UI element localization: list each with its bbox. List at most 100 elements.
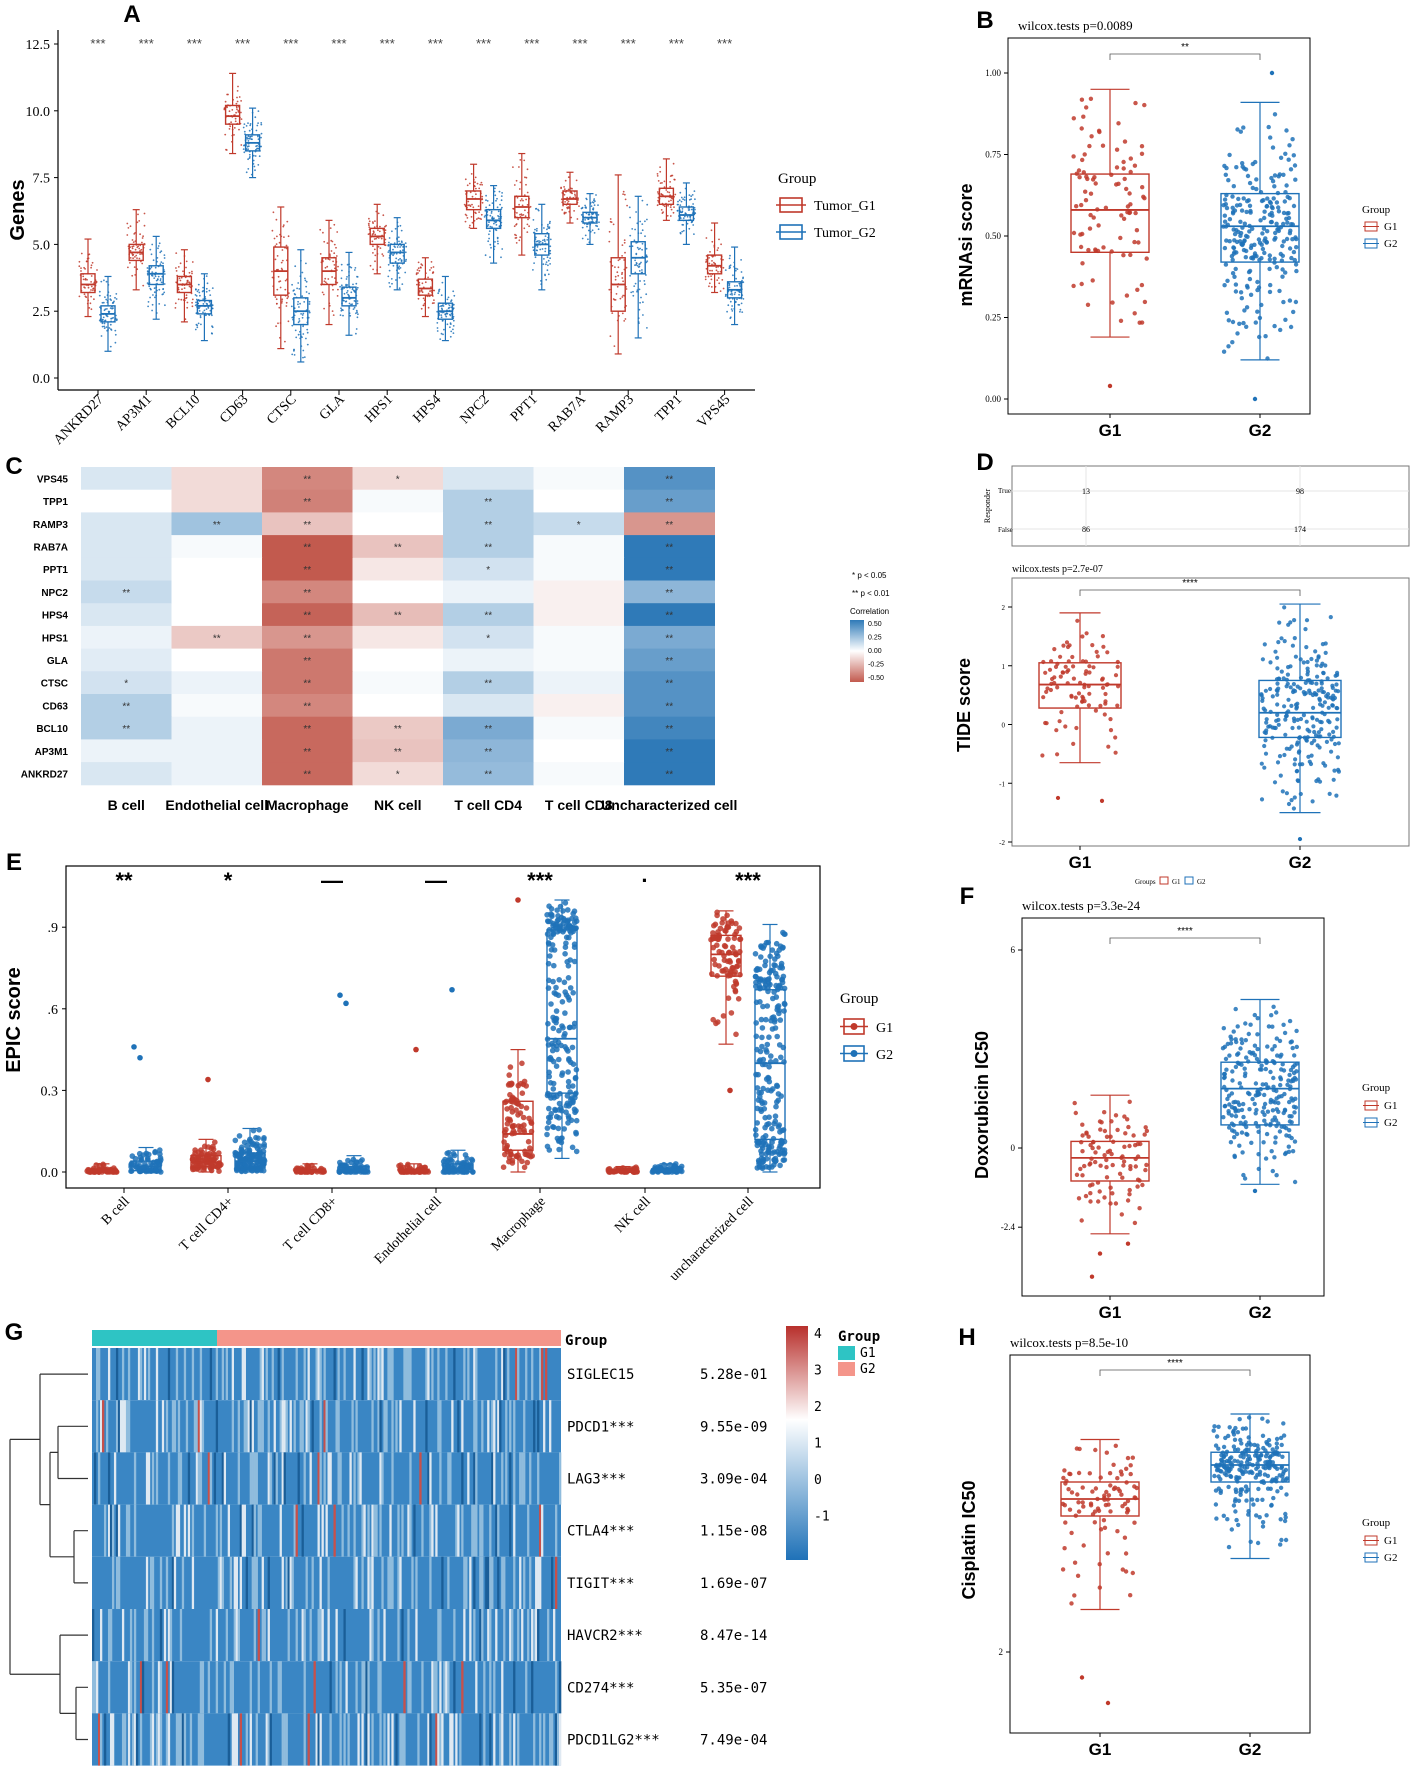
panel-f-point-g2 — [1292, 1063, 1297, 1068]
panel-f-point-g2 — [1244, 1131, 1249, 1137]
panel-a-point-g2 — [110, 328, 112, 330]
panel-e-point-g2 — [545, 1119, 552, 1126]
panel-e-point-g1 — [500, 1164, 507, 1170]
panel-e-point-g1 — [733, 1031, 739, 1038]
panel-b-signif-bracket — [1109, 53, 1261, 60]
panel-d-point-g2 — [1262, 642, 1267, 647]
panel-d-point-g2 — [1295, 717, 1300, 723]
panel-f-point-g1 — [1125, 1198, 1131, 1203]
panel-d-point-g1 — [1043, 670, 1048, 675]
panel-a-point-g1 — [711, 263, 713, 266]
panel-a-point-g2 — [440, 294, 443, 297]
panel-a-point-g2 — [630, 291, 633, 294]
panel-d-point-g2 — [1277, 620, 1282, 625]
panel-a-point-g1 — [516, 212, 518, 214]
panel-a-point-g2 — [639, 280, 641, 282]
panel-e-point-g2 — [775, 983, 782, 990]
panel-d-point-g1 — [1044, 689, 1049, 695]
panel-a-point-g1 — [519, 199, 522, 202]
panel-e-point-g2 — [562, 900, 569, 906]
panel-a-point-g2 — [646, 203, 649, 206]
panel-a-point-g2 — [448, 304, 451, 307]
panel-a-point-g2 — [398, 276, 401, 279]
panel-b-point-g2 — [1242, 308, 1247, 313]
panel-a-point-g2 — [163, 254, 166, 256]
panel-a-point-g2 — [202, 286, 205, 289]
panel-a-point-g1 — [83, 266, 85, 269]
panel-a-point-g2 — [597, 214, 600, 216]
panel-d-point-g2 — [1276, 686, 1281, 691]
panel-a-point-g1 — [90, 295, 92, 298]
panel-a-point-g2 — [691, 220, 693, 223]
panel-d-point-g2 — [1306, 754, 1311, 759]
panel-f-point-g2 — [1229, 1037, 1234, 1042]
panel-d-point-g2 — [1320, 689, 1325, 694]
panel-c-cell — [533, 625, 625, 650]
panel-d-point-g2 — [1330, 685, 1335, 691]
panel-f-point-g2 — [1271, 1075, 1276, 1081]
panel-a-point-g2 — [593, 232, 596, 234]
panel-f-xtick-label: G2 — [1249, 1303, 1272, 1322]
panel-b-point-g1 — [1139, 282, 1145, 288]
panel-d-point-g2 — [1335, 717, 1340, 722]
panel-a-point-g2 — [545, 261, 548, 263]
panel-c-cell-star: * — [124, 679, 128, 690]
panel-a-point-g1 — [134, 256, 136, 258]
panel-a-point-g2 — [303, 356, 306, 358]
panel-a-point-g2 — [388, 237, 391, 239]
panel-d-point-g1 — [1087, 691, 1092, 696]
panel-a-point-g2 — [733, 285, 736, 287]
panel-a-point-g2 — [294, 329, 297, 332]
panel-e-ylabel: EPIC score — [3, 967, 25, 1073]
panel-e-point-g2 — [555, 1125, 562, 1132]
panel-c-cell — [443, 467, 534, 491]
panel-d-point-g2 — [1262, 765, 1267, 770]
panel-a-signif: *** — [669, 36, 684, 51]
panel-f-point-g2 — [1238, 1046, 1243, 1051]
panel-e-point-g1 — [504, 1121, 511, 1127]
panel-a-point-g2 — [255, 129, 258, 132]
panel-e-point-g1 — [720, 916, 726, 922]
panel-c-row-label: BCL10 — [36, 724, 68, 735]
panel-a-point-g2 — [680, 200, 683, 203]
panel-b-point-g2 — [1248, 210, 1253, 215]
panel-e-point-g2 — [548, 934, 554, 941]
panel-f-point-g1 — [1080, 1133, 1085, 1138]
panel-d-point-g2 — [1275, 712, 1280, 718]
panel-a-point-g1 — [229, 125, 232, 128]
panel-a-point-g2 — [340, 307, 342, 310]
panel-a-point-g1 — [78, 260, 81, 263]
panel-a-point-g1 — [129, 257, 132, 259]
panel-a-point-g2 — [500, 195, 503, 198]
panel-c-cell — [171, 557, 263, 581]
panel-a-point-g2 — [103, 325, 106, 328]
panel-a-point-g1 — [427, 306, 430, 309]
panel-a-point-g2 — [729, 293, 732, 296]
panel-a-point-g2 — [349, 314, 352, 317]
panel-c-cell — [443, 557, 534, 581]
panel-g-row — [92, 1348, 561, 1401]
panel-c-col-label: Uncharacterized cell — [601, 797, 737, 813]
panel-a-point-g2 — [689, 215, 691, 218]
panel-b-point-g1 — [1135, 287, 1140, 292]
panel-d-point-g2 — [1275, 655, 1280, 660]
panel-f-point-g2 — [1237, 1102, 1242, 1108]
panel-a-point-g2 — [101, 325, 104, 328]
panel-d-point-g2 — [1316, 688, 1321, 693]
panel-d-point-g1 — [1086, 703, 1091, 708]
panel-c-row-label: HPS4 — [42, 611, 69, 622]
panel-e-legend-title: Group — [840, 991, 878, 1007]
panel-a-point-g2 — [146, 272, 149, 275]
panel-a-point-g2 — [729, 264, 732, 267]
panel-b-subtitle: wilcox.tests p=0.0089 — [1018, 18, 1133, 33]
panel-e-point-g1 — [725, 920, 732, 926]
panel-f-point-g2 — [1262, 1092, 1267, 1098]
panel-b-ylabel: mRNAsi score — [956, 183, 976, 306]
panel-c-cell — [624, 557, 715, 581]
panel-f-point-g2 — [1233, 1109, 1238, 1114]
panel-e-point-g2 — [764, 1003, 771, 1009]
panel-a-point-g2 — [593, 198, 596, 200]
panel-a-point-g2 — [728, 257, 731, 260]
panel-d-point-g2 — [1312, 738, 1317, 743]
panel-a-point-g2 — [447, 307, 450, 310]
